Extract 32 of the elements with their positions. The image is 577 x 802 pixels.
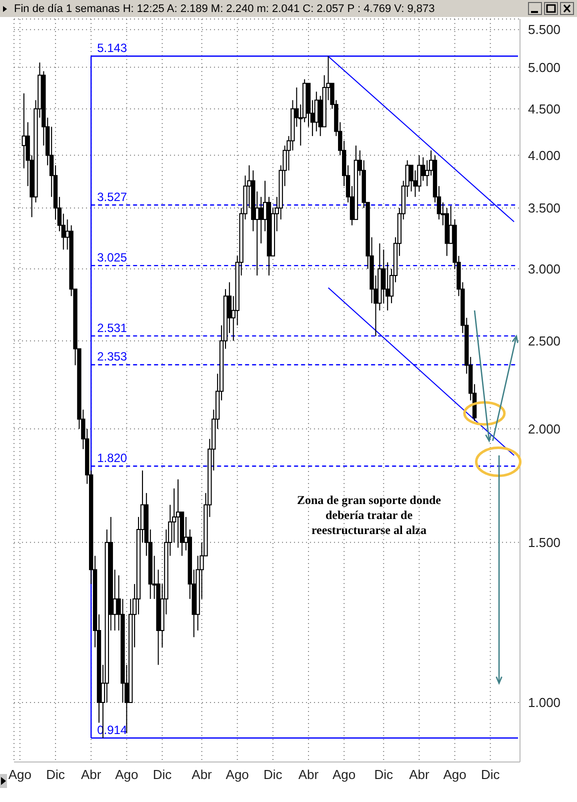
ref-line-label: 3.527 — [97, 190, 128, 204]
x-tick-label: Abr — [192, 767, 213, 782]
y-tick-label: 2.000 — [528, 422, 561, 437]
ref-line-label: 5.143 — [97, 41, 128, 56]
x-tick-label: Dic — [264, 767, 283, 782]
y-tick-label: 1.500 — [528, 535, 561, 550]
chart-title: Fin de día 1 semanas H: 12:25 A: 2.189 M: 2.240 m: 2.041 C: 2.057 P : 4.769 V: 9,873 — [14, 2, 435, 14]
ref-line-label: 2.353 — [97, 350, 128, 364]
x-tick-label: Dic — [374, 767, 394, 782]
y-tick-label: 5.500 — [528, 22, 561, 38]
y-tick-label: 4.500 — [528, 101, 561, 116]
x-tick-label: Ago — [115, 767, 138, 782]
x-tick-label: Abr — [80, 767, 102, 782]
x-tick-label: Ago — [226, 767, 249, 782]
x-tick-label: Abr — [298, 767, 320, 782]
ref-line-label: 1.820 — [97, 451, 128, 466]
y-tick-label: 3.500 — [528, 200, 561, 216]
x-tick-label: Ago — [332, 767, 356, 782]
x-tick-label: Ago — [443, 767, 466, 782]
y-tick-label: 2.500 — [528, 333, 561, 348]
x-tick-label: Ago — [8, 767, 32, 782]
y-tick-label: 4.000 — [528, 148, 561, 163]
x-tick-label: Dic — [480, 767, 500, 782]
annotation: Zona de gran soporte donde debería tratar de reestructurarse al alza — [296, 493, 442, 538]
y-tick-label: 3.000 — [528, 261, 561, 276]
x-tick-label: Dic — [152, 767, 172, 782]
x-tick-label: Abr — [409, 767, 430, 782]
ref-line-label: 2.531 — [97, 320, 128, 335]
y-tick-label: 1.000 — [528, 695, 561, 710]
y-tick-label: 5.000 — [528, 60, 561, 75]
x-tick-label: Dic — [46, 767, 66, 782]
ref-line-label: 3.025 — [97, 250, 128, 265]
